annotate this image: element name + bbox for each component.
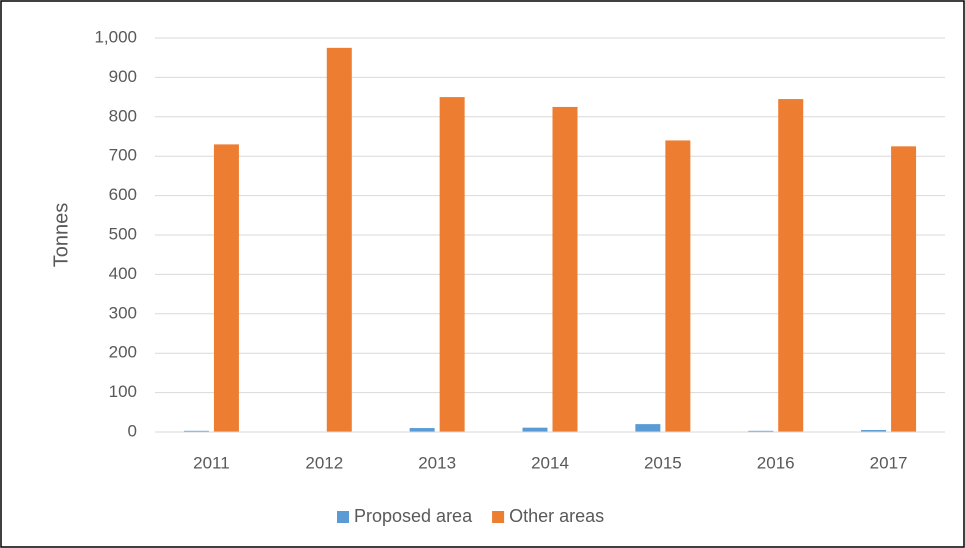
x-tick-label: 2012 <box>305 453 343 472</box>
bar <box>522 427 548 432</box>
y-tick-label: 1,000 <box>94 27 137 46</box>
y-tick-label: 800 <box>109 106 137 125</box>
legend-swatch <box>492 511 505 523</box>
bar <box>213 144 239 432</box>
y-tick-label: 0 <box>128 421 137 440</box>
bar <box>439 97 465 432</box>
x-tick-label: 2015 <box>644 453 682 472</box>
bar <box>326 47 352 432</box>
y-tick-label: 300 <box>109 303 137 322</box>
x-tick-label: 2017 <box>870 453 908 472</box>
bar <box>409 428 435 432</box>
bar <box>665 140 691 432</box>
y-axis-title: Tonnes <box>50 203 72 268</box>
y-tick-label: 500 <box>109 224 137 243</box>
legend-label: Other areas <box>509 506 604 526</box>
legend-label: Proposed area <box>354 506 473 526</box>
bar <box>183 430 209 432</box>
y-tick-label: 700 <box>109 146 137 165</box>
x-tick-label: 2014 <box>531 453 569 472</box>
x-tick-label: 2011 <box>193 453 230 472</box>
x-tick-label: 2016 <box>757 453 795 472</box>
y-tick-label: 200 <box>109 343 137 362</box>
bar <box>778 99 804 432</box>
y-tick-label: 400 <box>109 264 137 283</box>
bar <box>635 424 661 432</box>
legend-swatch <box>337 511 349 523</box>
bar <box>861 430 887 432</box>
y-tick-label: 100 <box>109 382 137 401</box>
y-tick-label: 600 <box>109 185 137 204</box>
x-tick-label: 2013 <box>418 453 456 472</box>
y-tick-label: 900 <box>109 67 137 86</box>
bar <box>748 430 774 432</box>
bar <box>552 106 578 432</box>
bar <box>891 146 917 432</box>
